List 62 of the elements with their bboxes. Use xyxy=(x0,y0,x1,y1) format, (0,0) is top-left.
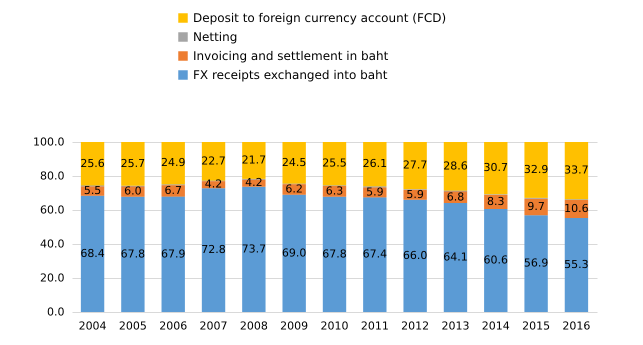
x-tick-label: 2013 xyxy=(441,320,470,332)
data-label: 10.6 xyxy=(564,202,589,215)
data-label: 25.6 xyxy=(80,156,105,170)
data-label: 73.7 xyxy=(242,242,266,256)
y-tick-label: 40.0 xyxy=(40,238,64,250)
data-label: 22.7 xyxy=(201,154,226,168)
x-tick-label: 2010 xyxy=(320,320,348,332)
y-tick-label: 80.0 xyxy=(40,170,64,182)
legend-label: Netting xyxy=(193,30,238,44)
data-label: 6.2 xyxy=(285,182,303,196)
x-tick-label: 2004 xyxy=(78,320,107,332)
data-label: 32.9 xyxy=(524,162,548,176)
x-tick-label: 2008 xyxy=(240,320,268,332)
data-label: 67.9 xyxy=(160,247,186,260)
x-tick-label: 2012 xyxy=(401,320,430,332)
x-tick-label: 2015 xyxy=(522,320,550,332)
data-label: 67.8 xyxy=(120,247,146,260)
y-tick-label: 100.0 xyxy=(33,136,64,148)
data-label: 33.7 xyxy=(564,164,589,177)
x-tick-label: 2014 xyxy=(482,320,510,332)
data-label: 55.3 xyxy=(564,258,589,271)
data-label: 64.1 xyxy=(443,250,468,264)
data-label: 6.0 xyxy=(124,184,142,198)
data-label: 6.3 xyxy=(326,184,344,198)
data-label: 67.8 xyxy=(322,247,347,260)
data-label: 68.4 xyxy=(80,246,105,260)
data-label: 67.4 xyxy=(362,248,388,261)
data-label: 25.7 xyxy=(120,156,146,170)
x-tick-label: 2006 xyxy=(159,320,188,332)
data-label: 26.1 xyxy=(362,157,388,170)
y-tick-label: 60.0 xyxy=(40,204,64,216)
data-label: 72.8 xyxy=(201,243,226,256)
data-label: 4.2 xyxy=(204,178,222,191)
data-label: 66.0 xyxy=(402,248,428,262)
data-label: 69.0 xyxy=(282,246,306,260)
data-label: 30.7 xyxy=(484,161,508,174)
data-label: 9.7 xyxy=(527,200,545,214)
legend-label: Deposit to foreign currency account (FCD) xyxy=(193,11,446,25)
legend-label: Invoicing and settlement in baht xyxy=(193,49,389,63)
data-label: 27.7 xyxy=(402,158,428,172)
data-label: 28.6 xyxy=(443,159,468,172)
data-label: 21.7 xyxy=(242,153,266,166)
x-tick-label: 2016 xyxy=(562,320,590,332)
data-label: 8.3 xyxy=(487,194,505,208)
x-tick-label: 2009 xyxy=(280,320,308,332)
data-label: 6.7 xyxy=(164,184,182,197)
data-label: 25.5 xyxy=(322,156,347,170)
x-tick-label: 2005 xyxy=(118,320,147,332)
x-tick-label: 2011 xyxy=(360,320,389,332)
data-label: 6.8 xyxy=(446,190,464,204)
data-label: 5.9 xyxy=(366,185,384,198)
data-label: 4.2 xyxy=(245,176,263,190)
legend-label: FX receipts exchanged into baht xyxy=(193,68,388,82)
data-label: 5.9 xyxy=(406,188,424,201)
data-label: 24.9 xyxy=(160,156,186,170)
data-label: 56.9 xyxy=(524,256,548,270)
x-tick-label: 2007 xyxy=(200,320,228,332)
y-tick-label: 0.0 xyxy=(47,306,64,318)
y-tick-label: 20.0 xyxy=(40,272,64,284)
data-label: 24.5 xyxy=(282,156,306,169)
data-label: 60.6 xyxy=(484,253,508,266)
data-label: 5.5 xyxy=(84,184,102,198)
